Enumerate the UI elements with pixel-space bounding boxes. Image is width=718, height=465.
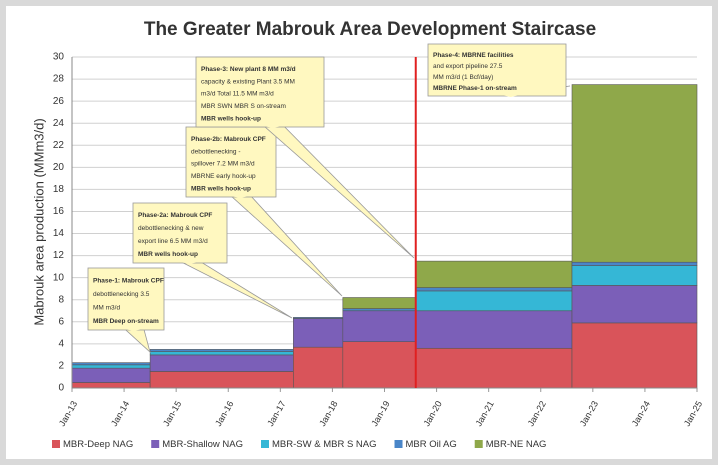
callout-pointer-fill <box>263 126 282 128</box>
legend-label: MBR-NE NAG <box>486 439 547 450</box>
callout-box <box>427 43 567 97</box>
y-tick-label: 20 <box>53 162 65 173</box>
area-segment <box>571 84 698 263</box>
area-segment <box>571 322 698 389</box>
area-segment <box>293 317 344 319</box>
legend-swatch <box>151 440 160 448</box>
callout-text: Phase-4: MBRNE facilities <box>433 52 514 59</box>
area-segment <box>571 285 698 324</box>
legend-label: MBR-Shallow NAG <box>162 439 243 450</box>
callout: Phase-4: MBRNE facilities and export pipe… <box>427 43 571 97</box>
callout-text: MM m3/d <box>93 304 120 311</box>
callout: Phase-1: Mabrouk CPF debottlenecking 3.5 M… <box>87 267 165 354</box>
area-segment <box>149 371 294 389</box>
chart-title: The Greater Mabrouk Area Development Sta… <box>144 19 596 40</box>
y-tick-label: 18 <box>53 184 65 195</box>
area-segment <box>149 349 294 352</box>
callout: Phase-2a: Mabrouk CPF debottlenecking & n… <box>132 202 293 319</box>
legend-swatch <box>261 440 269 448</box>
area-segment <box>71 362 151 366</box>
callout: Phase-2b: Mabrouk CPF debottlenecking - sp… <box>185 126 343 297</box>
callout-box <box>87 267 165 331</box>
callout-pointer-fill <box>231 196 249 198</box>
area-segment <box>342 308 417 312</box>
legend-swatch <box>394 440 403 448</box>
area-segment <box>415 260 573 288</box>
callout-text: MBR SWN MBR S on-stream <box>201 103 286 110</box>
callout-text: MBR wells hook-up <box>201 116 261 123</box>
callout-text: debottlenecking & new <box>138 225 204 232</box>
y-tick-label: 12 <box>53 250 65 261</box>
area-segment <box>342 341 417 389</box>
area-segment <box>149 351 294 356</box>
y-tick-label: 8 <box>58 294 64 305</box>
y-tick-label: 4 <box>58 339 64 350</box>
area-segment <box>415 290 573 312</box>
legend-swatch <box>52 440 60 448</box>
y-tick-label: 0 <box>58 383 64 394</box>
callout-pointer-fill <box>501 95 520 97</box>
legend-label: MBR-Deep NAG <box>63 439 133 450</box>
y-tick-label: 16 <box>53 206 65 217</box>
callout-box <box>185 126 277 198</box>
callout-text: debottlenecking - <box>191 148 241 155</box>
area-segment <box>149 354 294 372</box>
legend-label: MBR Oil AG <box>406 439 457 450</box>
callout-text: Phase-2b: Mabrouk CPF <box>191 136 266 143</box>
area-segment <box>71 364 151 369</box>
area-segment <box>342 310 417 342</box>
y-tick-label: 22 <box>53 140 65 151</box>
y-tick-label: 28 <box>53 74 65 85</box>
area-segment <box>71 367 151 383</box>
legend-label: MBR-SW & MBR S NAG <box>272 439 377 450</box>
y-axis-label: Mabrouk area production (MMm3/d) <box>31 118 46 325</box>
callout-text: Phase-2a: Mabrouk CPF <box>138 212 212 219</box>
area-segment <box>293 318 344 348</box>
area-segment <box>415 287 573 292</box>
callout-text: Phase-3: New plant 8 MM m3/d <box>201 66 296 73</box>
callout-text: MBR Deep on-stream <box>93 318 159 325</box>
y-tick-label: 30 <box>53 52 65 63</box>
area-segment <box>571 261 698 266</box>
callout-text: spillover 7.2 MM m3/d <box>191 161 255 168</box>
area-segment <box>415 310 573 349</box>
callout-text: Phase-1: Mabrouk CPF <box>93 277 164 284</box>
area-segment <box>415 347 573 389</box>
callout-text: debottlenecking 3.5 <box>93 291 150 298</box>
callout-text: capacity & existing Plant 3.5 MM <box>201 78 295 85</box>
callout-text: MBRNE early hook-up <box>191 173 256 180</box>
callout-text: MBR wells hook-up <box>191 186 251 193</box>
callout-text: MM m3/d (1 Bcf/day) <box>433 74 493 81</box>
y-tick-label: 26 <box>53 96 65 107</box>
callout-text: m3/d Total 11.5 MM m3/d <box>201 91 274 98</box>
callout-pointer-fill <box>124 329 143 331</box>
y-tick-label: 10 <box>53 272 65 283</box>
area-segment <box>342 297 417 309</box>
area-segment <box>571 265 698 286</box>
callout-box <box>195 56 325 128</box>
callout: Phase-3: New plant 8 MM m3/d capacity & e… <box>195 56 415 259</box>
callout-text: MBRNE Phase-1 on-stream <box>433 85 517 92</box>
y-tick-label: 14 <box>53 228 65 239</box>
legend-swatch <box>474 440 483 448</box>
area-segment <box>293 346 344 389</box>
y-tick-label: 2 <box>58 361 64 372</box>
callout-box <box>132 202 228 264</box>
callout-text: MBR wells hook-up <box>138 251 198 258</box>
y-tick-label: 24 <box>53 118 65 129</box>
area-segment <box>71 382 151 389</box>
callout-pointer-fill <box>180 262 199 264</box>
callout-text: and export pipeline 27.5 <box>433 63 503 70</box>
y-tick-label: 6 <box>58 316 64 327</box>
callout-text: export line 6.5 MM m3/d <box>138 238 208 245</box>
